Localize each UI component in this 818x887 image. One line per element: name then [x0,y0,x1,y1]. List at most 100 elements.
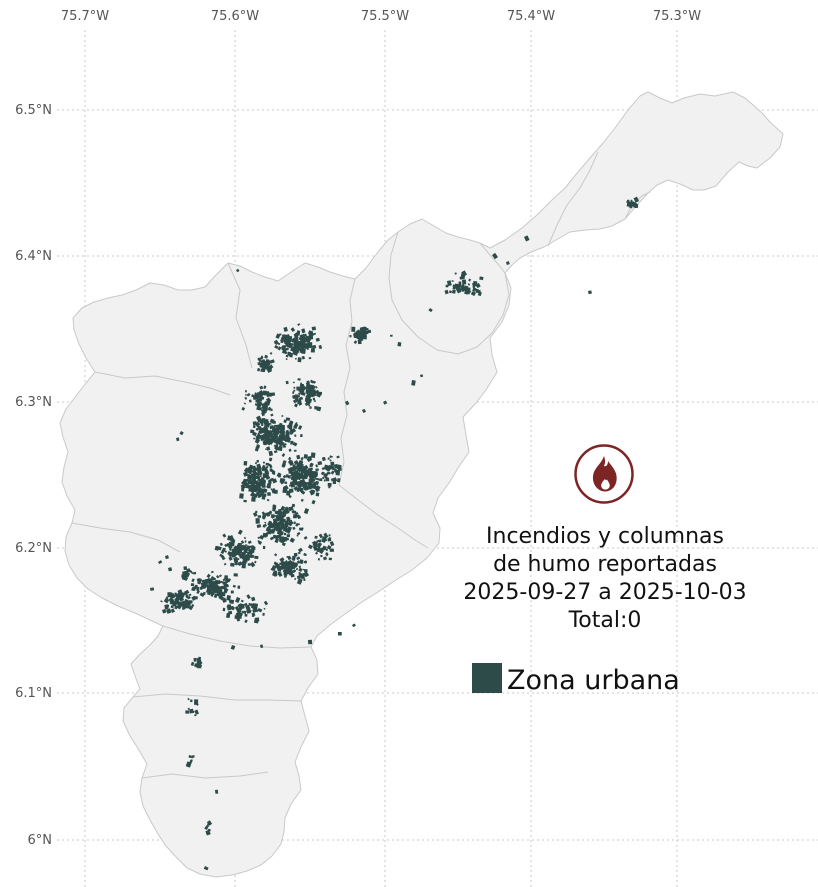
urban-dot [290,466,294,470]
urban-dot [325,548,328,551]
urban-dot [248,399,252,403]
urban-dot [299,559,304,565]
urban-dot [313,400,317,403]
urban-dot [287,467,292,473]
urban-dot [292,464,296,467]
urban-dot [240,561,245,566]
urban-dot [271,488,276,494]
urban-dot [269,430,273,434]
urban-dot [316,477,320,481]
urban-dot [167,592,172,598]
urban-dot [328,486,331,489]
urban-dot [285,417,291,421]
urban-dot [244,394,247,396]
urban-dot [228,535,235,542]
urban-dot [287,531,290,534]
urban-dot [292,442,298,447]
urban-dot [190,699,193,703]
urban-dot [279,424,285,431]
urban-dot [190,759,193,762]
urban-dot [307,392,312,397]
urban-dot [247,477,251,481]
urban-dot [297,388,302,392]
urban-dot [194,714,197,717]
urban-dot [277,567,282,572]
urban-dot [280,442,283,445]
urban-dot [165,555,169,560]
urban-dot [235,596,241,604]
urban-dot [244,478,249,483]
urban-dot [411,380,416,386]
urban-dot [300,498,304,502]
urban-dot [249,545,252,548]
urban-dot [256,435,261,440]
urban-dot [309,400,312,403]
urban-dot [234,606,240,611]
urban-dot [461,283,465,287]
urban-dot [275,446,280,451]
urban-dot [300,489,304,493]
urban-dot [272,470,276,474]
urban-dot [272,439,275,442]
urban-dot [170,605,174,609]
urban-dot [251,394,256,398]
urban-dot [338,632,342,636]
urban-dot [243,602,248,607]
urban-dot [231,549,235,553]
urban-dot [292,391,295,394]
urban-dot [292,381,295,384]
annotation-total: Total:0 [568,608,642,633]
legend-label: Zona urbana [507,665,680,696]
urban-dot [245,485,249,489]
urban-dot [271,436,276,440]
urban-dot [454,272,457,275]
urban-dot [243,536,247,540]
urban-dot [296,465,303,473]
urban-dot [271,564,277,572]
urban-dot [256,459,259,463]
annotation-date-range: 2025-09-27 a 2025-10-03 [463,580,746,605]
urban-dot [292,399,297,404]
urban-dot [259,364,262,367]
urban-dot [259,395,263,399]
urban-dot [329,455,333,459]
urban-dot [256,401,262,407]
urban-dot [263,440,268,445]
urban-dot [308,398,312,401]
urban-dot [254,396,259,400]
urban-dot [298,392,301,395]
urban-dot [190,583,195,587]
urban-dot [293,485,299,491]
urban-dot [210,570,214,574]
urban-dot [185,710,190,714]
urban-dot [318,344,323,350]
urban-dot [285,436,292,443]
urban-dot [314,486,319,490]
urban-dot [293,386,296,389]
urban-dot [254,438,261,444]
urban-dot [248,486,253,492]
urban-dot [353,340,358,345]
urban-dot [190,755,194,759]
urban-dot [247,540,252,545]
urban-dot [191,571,194,575]
urban-dot [278,445,283,452]
urban-dot [286,347,289,351]
urban-dot [199,592,205,597]
municipal-boundary [227,262,253,369]
urban-dot [291,337,296,342]
urban-dot [262,359,266,364]
urban-dot [301,355,305,360]
urban-dot [274,510,280,515]
urban-dot [245,604,251,611]
urban-dot [273,519,278,523]
urban-dot [267,492,271,496]
lon-label: 75.7°W [61,9,109,24]
urban-dot [322,545,327,551]
urban-dot [264,439,268,442]
urban-dot [311,489,316,494]
urban-dot [191,578,195,583]
urban-dot [240,540,245,544]
urban-dot [288,448,292,452]
urban-dot [176,600,180,603]
